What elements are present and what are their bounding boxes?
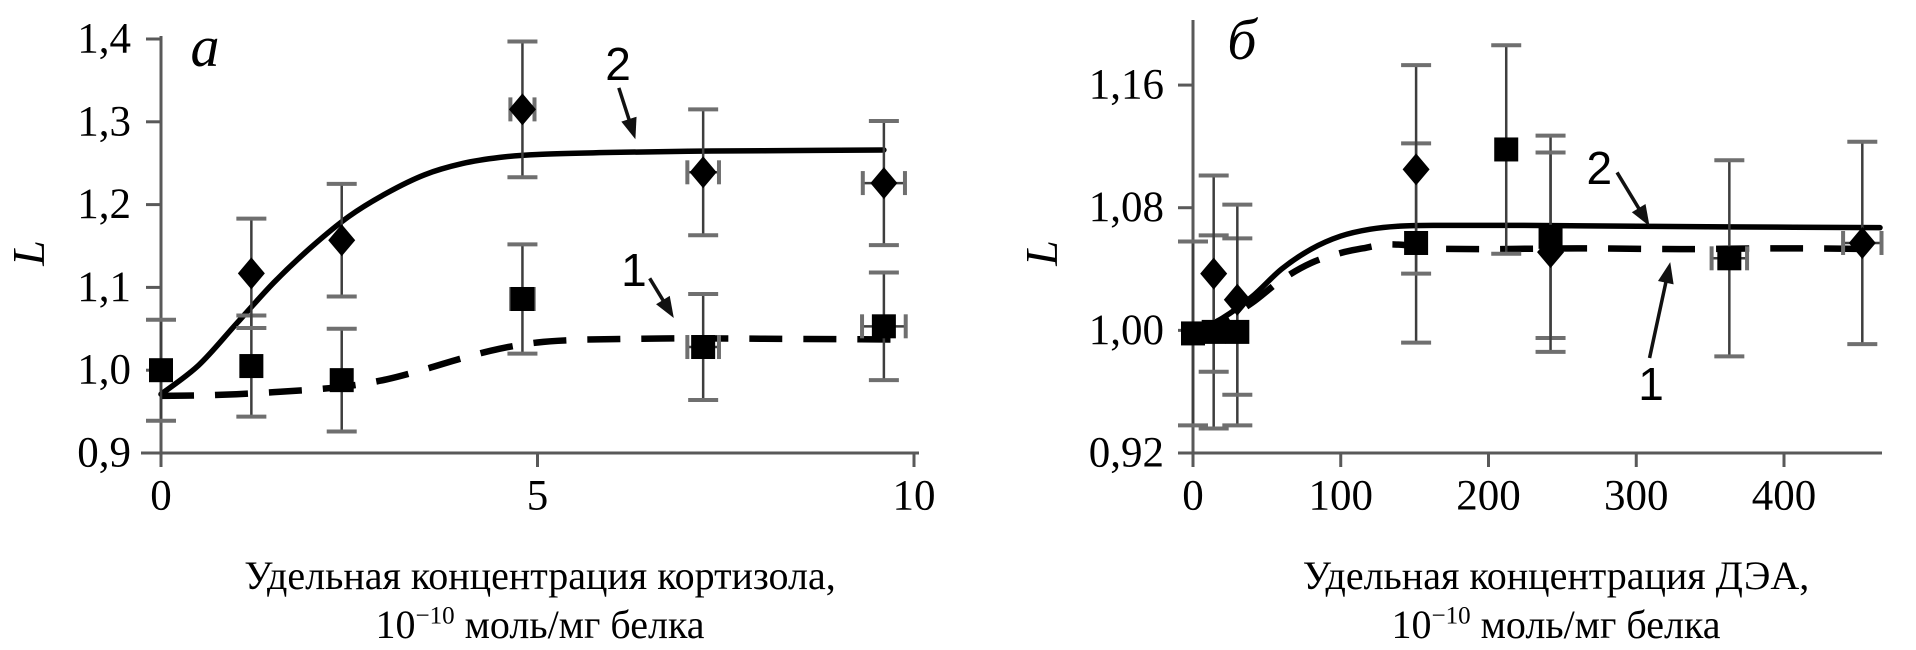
series-1-curve <box>160 335 907 400</box>
series-1-marker-square <box>1201 319 1226 344</box>
series-1-marker-square <box>691 335 716 360</box>
panel-a-chart: 0,9 1,0 1,1 1,2 1,3 1,4 0 5 10 2 1 <box>77 16 936 520</box>
panel-b-yaxis-label: L <box>1016 240 1067 266</box>
y-tick-label: 1,1 <box>77 264 131 311</box>
panel-b-chart: 0,92 1,00 1,08 1,16 0 100 200 300 400 2 1 <box>1089 20 1884 520</box>
x-tick-label: 10 <box>893 473 936 520</box>
series-1-marker-square <box>149 358 173 383</box>
y-tick-label: 1,3 <box>77 98 131 145</box>
series-2-marker-diamond <box>1223 283 1251 316</box>
series-2-marker-diamond <box>508 93 536 126</box>
y-tick-label: 1,2 <box>77 181 131 228</box>
y-tick-label: 1,08 <box>1089 184 1164 231</box>
series-1-marker-square <box>1717 246 1742 271</box>
series-1-marker-square <box>1225 319 1250 344</box>
series-1-marker-square <box>1404 230 1429 255</box>
x-tick-label: 0 <box>1182 473 1204 520</box>
y-tick-label: 1,4 <box>77 16 131 63</box>
y-tick-label: 1,0 <box>77 347 131 394</box>
curve-label-1: 1 <box>621 244 647 296</box>
series-2-marker-diamond <box>689 156 717 189</box>
panel-b-xaxis-label-line1: Удельная концентрация ДЭА, <box>1302 553 1810 598</box>
panel-a-xaxis-label: Удельная концентрация кортизола, 10−10 м… <box>244 551 835 649</box>
curve-label-arrowhead <box>1631 204 1650 227</box>
panel-b-xaxis-label: Удельная концентрация ДЭА, 10−10 моль/мг… <box>1303 551 1809 649</box>
curve-label-arrow <box>1615 171 1644 215</box>
curve-label-arrow <box>617 87 633 126</box>
series-1-marker-square <box>510 286 535 311</box>
panel-b-title: б <box>1227 7 1257 72</box>
series-2-marker-diamond <box>1848 226 1876 259</box>
series-1-marker-square <box>1494 137 1519 162</box>
series-2-marker-diamond <box>870 167 898 200</box>
series-1-marker-square <box>1181 321 1205 346</box>
series-1-marker-square <box>239 354 264 379</box>
y-tick-label: 0,9 <box>77 430 131 477</box>
y-tick-label: 1,16 <box>1089 62 1164 109</box>
x-tick-label: 0 <box>150 473 172 520</box>
series-2-marker-diamond <box>1537 236 1565 269</box>
curve-label-arrowhead <box>1657 262 1674 285</box>
series-2-marker-diamond <box>237 257 265 290</box>
curve-label-2: 2 <box>605 38 631 90</box>
x-tick-label: 200 <box>1456 473 1521 520</box>
x-tick-label: 5 <box>527 473 549 520</box>
curve-label-arrowhead <box>621 116 637 140</box>
x-tick-label: 300 <box>1604 473 1669 520</box>
curve-label-arrow <box>1647 276 1669 359</box>
y-tick-label: 1,00 <box>1089 307 1164 354</box>
series-2-marker-diamond <box>1402 153 1430 186</box>
curve-label-arrowhead <box>656 295 674 319</box>
panel-a-yaxis-label: L <box>3 240 54 266</box>
panel-b-xaxis-label-line2: 10−10 моль/мг белка <box>1391 602 1721 647</box>
panel-a-title: a <box>190 14 220 79</box>
series-1-marker-square <box>329 368 354 393</box>
panel-a-xaxis-label-line1: Удельная концентрация кортизола, <box>244 553 836 598</box>
series-1-curve <box>1197 241 1876 335</box>
series-2-marker-diamond <box>1200 257 1228 290</box>
curve-label-1: 1 <box>1638 358 1664 410</box>
x-tick-label: 400 <box>1752 473 1817 520</box>
series-2-curve <box>1194 222 1883 334</box>
curve-label-2: 2 <box>1587 142 1613 194</box>
series-1-marker-square <box>871 314 896 339</box>
y-tick-label: 0,92 <box>1089 430 1164 477</box>
x-tick-label: 100 <box>1309 473 1374 520</box>
panel-a-xaxis-label-line2: 10−10 моль/мг белка <box>375 602 705 647</box>
series-2-marker-diamond <box>328 224 356 257</box>
